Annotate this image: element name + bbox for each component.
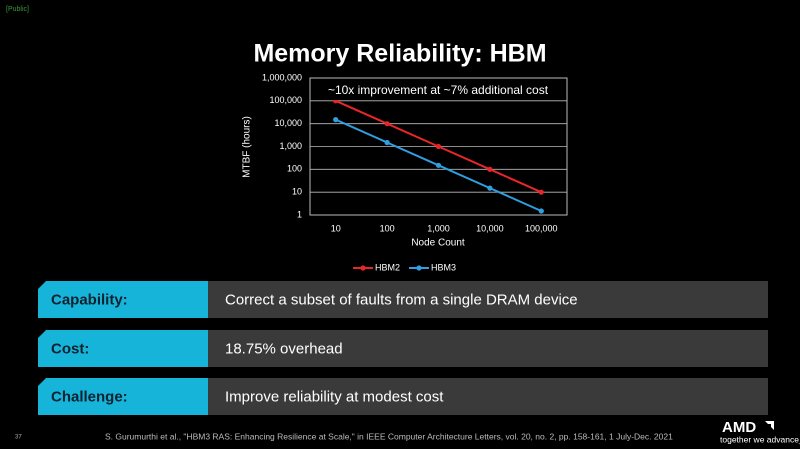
x-axis-label: Node Count [411,238,465,249]
row-text: Correct a subset of faults from a single… [225,291,578,308]
classification: [Public] [6,6,29,13]
annotation-bg [312,82,564,100]
citation: S. Gurumurthi et al., "HBM3 RAS: Enhanci… [105,431,673,441]
row-text: Improve reliability at modest cost [225,388,444,405]
x-tick-label: 100,000 [525,223,558,233]
y-tick-label: 10 [292,187,302,197]
tagline: together we advance_ [720,434,800,444]
row-body [208,281,768,318]
row-label-box [38,281,208,318]
row-text: 18.75% overhead [225,340,343,357]
legend-label: HBM3 [431,262,456,272]
x-tick-label: 10 [331,223,341,233]
chart-title: Memory Reliability: HBM [253,40,546,68]
row-body [208,378,768,415]
row-label: Capability: [51,291,128,308]
data-point [435,162,442,168]
x-tick-label: 100 [380,223,395,233]
annotation: ~10x improvement at ~7% additional cost [328,83,549,97]
data-point [538,208,544,214]
logo-arrow [765,421,774,430]
data-point [435,143,442,150]
row-label: Challenge: [51,388,128,405]
y-tick-label: 1,000,000 [262,72,302,82]
row-label-box [38,378,208,415]
y-tick-label: 1 [297,209,302,219]
data-point [384,139,390,146]
data-point [538,189,544,195]
y-axis-label: MTBF (hours) [242,116,253,178]
legend-label: HBM2 [375,262,400,272]
legend-marker [360,265,366,271]
x-tick-label: 10,000 [476,223,504,233]
legend-marker [416,265,422,271]
data-point [487,185,493,191]
y-tick-label: 10,000 [274,118,302,128]
y-tick-label: 100 [287,164,302,174]
y-tick-label: 100,000 [269,95,302,105]
row-body [208,330,768,367]
rows: Capability: Correct a subset of faults fr… [38,281,768,415]
data-point [487,166,493,172]
y-tick-label: 1,000 [279,141,302,151]
data-point [384,121,390,127]
data-point [333,117,339,123]
row-label: Cost: [51,340,89,357]
row-label-box [38,330,208,367]
x-tick-label: 1,000 [427,223,450,233]
logo: AMD [722,419,756,436]
page-number: 37 [15,435,22,441]
